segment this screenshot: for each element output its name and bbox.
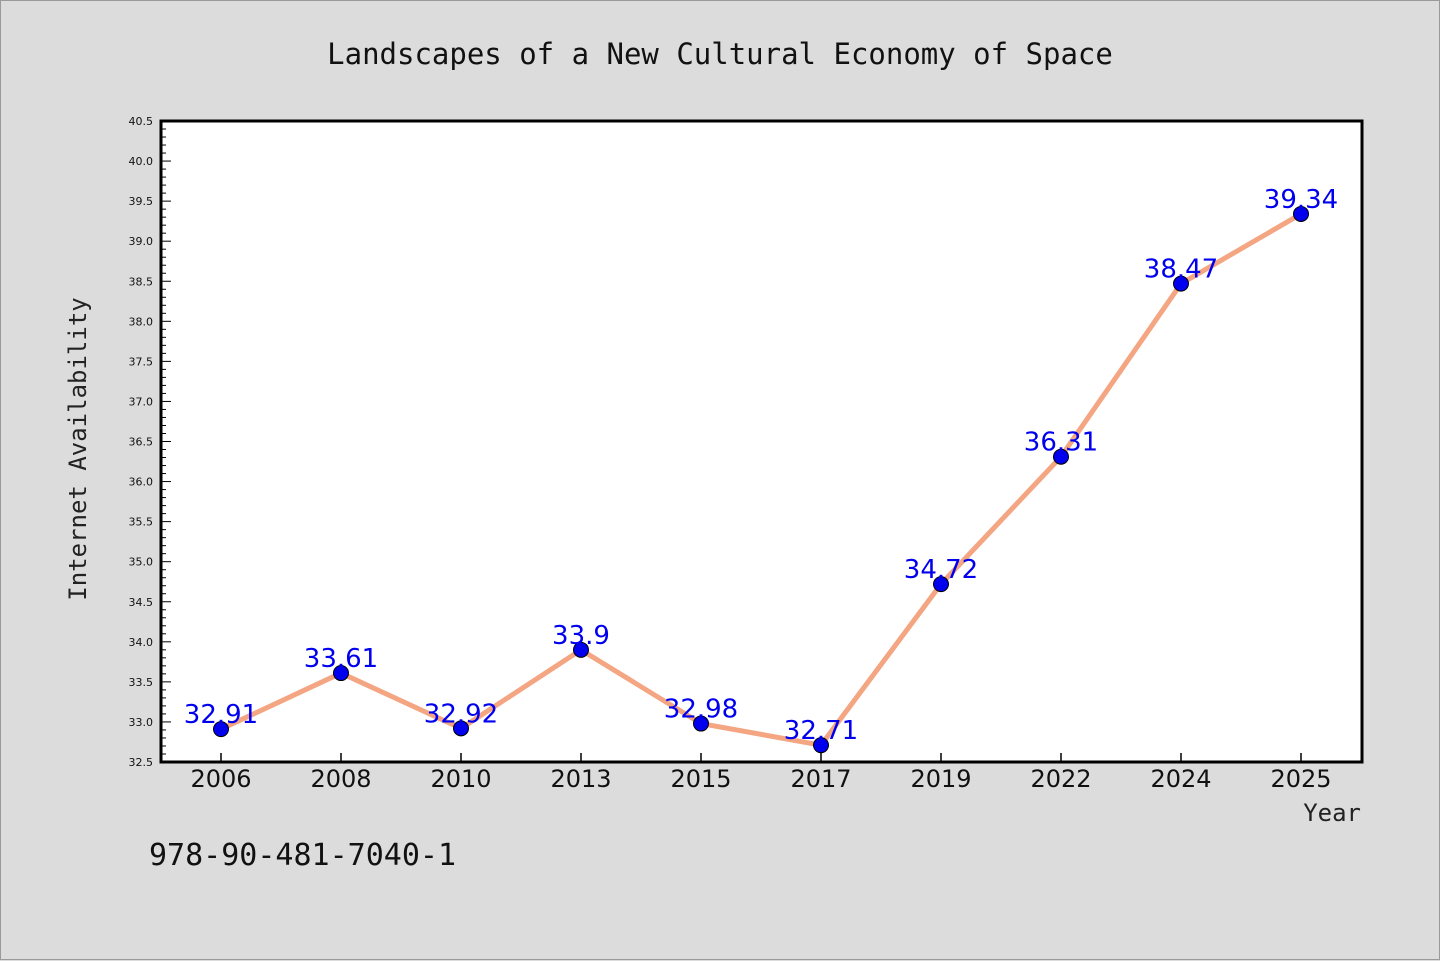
data-labels: 32.91 33.61 32.92 33.9 32.98 32.71 34.72 36.31 3…: [184, 185, 1338, 746]
y-tick-label: 37.5: [129, 355, 154, 368]
data-point: [1173, 275, 1189, 292]
plot-area: [161, 121, 1362, 762]
data-label: 36.31: [1024, 428, 1098, 458]
data-point: [573, 641, 589, 658]
y-tick-label: 40.0: [129, 155, 154, 168]
y-tick-label: 37.0: [129, 395, 154, 408]
x-tick-label: 2019: [910, 765, 971, 793]
plot-border: [159, 119, 1364, 764]
data-point: [933, 576, 949, 593]
data-point: [1053, 448, 1069, 465]
data-point: [1293, 205, 1309, 222]
data-label: 32.71: [784, 716, 858, 746]
x-tick-label: 2008: [310, 765, 371, 793]
y-tick-label: 35.5: [129, 516, 154, 529]
y-tick-label: 36.5: [129, 436, 154, 449]
x-tick-label: 2022: [1030, 765, 1091, 793]
y-tick-label: 39.0: [129, 235, 154, 248]
data-label: 32.98: [664, 695, 738, 725]
data-point: [813, 737, 829, 754]
x-tick-label: 2013: [550, 765, 611, 793]
chart-title: Landscapes of a New Cultural Economy of …: [327, 37, 1113, 71]
y-tick-label: 36.0: [129, 476, 154, 489]
data-point: [693, 715, 709, 732]
y-tick-label: 33.0: [129, 716, 154, 729]
data-label: 32.91: [184, 700, 258, 730]
x-tick-label: 2010: [430, 765, 491, 793]
x-tick-label: 2006: [190, 765, 251, 793]
data-point: [453, 720, 469, 737]
data-point: [333, 665, 349, 682]
x-tick-label: 2017: [790, 765, 851, 793]
y-axis-label: Internet Availability: [64, 297, 92, 600]
data-label: 32.92: [424, 699, 498, 729]
y-tick-label: 34.0: [129, 636, 154, 649]
y-tick-label: 32.5: [129, 756, 154, 769]
y-tick-label: 39.5: [129, 195, 154, 208]
data-point: [213, 721, 229, 738]
data-label: 33.9: [552, 621, 610, 651]
series-group: [213, 205, 1309, 754]
data-label: 33.61: [304, 644, 378, 674]
x-tick-label: 2025: [1270, 765, 1331, 793]
data-label: 39.34: [1264, 185, 1338, 215]
data-label: 38.47: [1144, 255, 1218, 285]
isbn-text: 978-90-481-7040-1: [149, 838, 456, 873]
y-tick-label: 33.5: [129, 676, 154, 689]
x-axis-label: Year: [1303, 799, 1361, 827]
y-tick-label: 34.5: [129, 596, 154, 609]
data-label: 34.72: [904, 555, 978, 585]
x-axis: 2006 2008 2010 2013 2015 2017 2019 2022 2024 2025: [190, 753, 1332, 793]
y-tick-label: 40.5: [129, 115, 154, 128]
series-line: [219, 211, 1303, 748]
y-tick-label: 38.0: [129, 315, 154, 328]
y-tick-label: 38.5: [129, 275, 154, 288]
y-axis: 32.5 33.0 33.5 34.0 34.5 35.0 35.5 36.0 36.5 37.0…: [129, 115, 171, 769]
y-tick-label: 35.0: [129, 556, 154, 569]
x-tick-label: 2015: [670, 765, 731, 793]
x-tick-label: 2024: [1150, 765, 1211, 793]
